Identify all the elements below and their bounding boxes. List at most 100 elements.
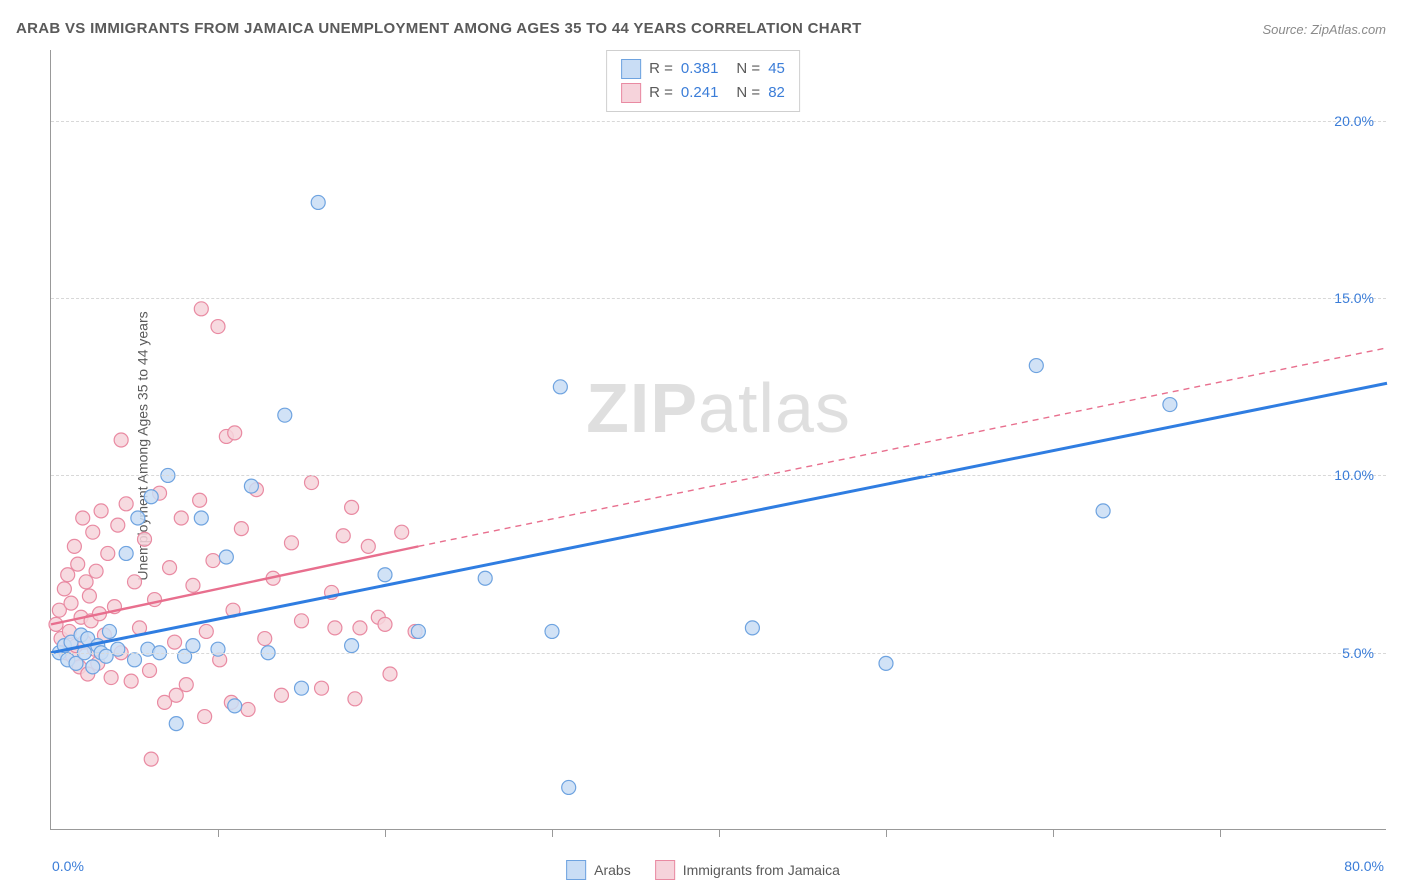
scatter-point-jamaica	[82, 589, 96, 603]
series-legend: Arabs Immigrants from Jamaica	[566, 860, 840, 880]
scatter-point-jamaica	[378, 617, 392, 631]
scatter-point-jamaica	[101, 546, 115, 560]
scatter-point-jamaica	[198, 710, 212, 724]
scatter-point-jamaica	[143, 663, 157, 677]
gridline	[51, 121, 1386, 122]
scatter-point-jamaica	[104, 671, 118, 685]
scatter-point-arabs	[102, 624, 116, 638]
scatter-point-jamaica	[144, 752, 158, 766]
scatter-point-arabs	[186, 639, 200, 653]
x-tick	[552, 829, 553, 837]
scatter-point-jamaica	[315, 681, 329, 695]
scatter-point-jamaica	[119, 497, 133, 511]
scatter-point-jamaica	[174, 511, 188, 525]
chart-title: ARAB VS IMMIGRANTS FROM JAMAICA UNEMPLOY…	[16, 20, 862, 37]
scatter-point-jamaica	[64, 596, 78, 610]
x-tick-min: 0.0%	[52, 858, 84, 874]
scatter-point-jamaica	[194, 302, 208, 316]
scatter-point-jamaica	[138, 532, 152, 546]
scatter-point-jamaica	[345, 500, 359, 514]
legend-n-value-jamaica: 82	[768, 81, 785, 105]
scatter-point-arabs	[244, 479, 258, 493]
scatter-point-jamaica	[328, 621, 342, 635]
gridline	[51, 475, 1386, 476]
scatter-point-arabs	[86, 660, 100, 674]
scatter-point-jamaica	[274, 688, 288, 702]
scatter-point-jamaica	[94, 504, 108, 518]
scatter-point-arabs	[545, 624, 559, 638]
scatter-point-jamaica	[206, 554, 220, 568]
scatter-point-jamaica	[124, 674, 138, 688]
scatter-point-arabs	[128, 653, 142, 667]
scatter-point-jamaica	[114, 433, 128, 447]
scatter-point-jamaica	[241, 702, 255, 716]
scatter-point-jamaica	[57, 582, 71, 596]
scatter-point-jamaica	[228, 426, 242, 440]
scatter-svg	[51, 50, 1386, 829]
scatter-point-jamaica	[336, 529, 350, 543]
scatter-point-jamaica	[258, 632, 272, 646]
scatter-point-arabs	[111, 642, 125, 656]
scatter-point-jamaica	[76, 511, 90, 525]
scatter-point-jamaica	[168, 635, 182, 649]
scatter-point-arabs	[1029, 359, 1043, 373]
scatter-point-arabs	[211, 642, 225, 656]
scatter-point-jamaica	[353, 621, 367, 635]
scatter-point-jamaica	[295, 614, 309, 628]
scatter-point-jamaica	[199, 624, 213, 638]
scatter-point-arabs	[219, 550, 233, 564]
legend-row-arabs: R = 0.381 N = 45	[621, 57, 785, 81]
scatter-point-jamaica	[128, 575, 142, 589]
scatter-point-jamaica	[61, 568, 75, 582]
scatter-point-jamaica	[348, 692, 362, 706]
y-tick-label: 20.0%	[1334, 113, 1374, 129]
gridline	[51, 653, 1386, 654]
scatter-point-jamaica	[111, 518, 125, 532]
trend-line-ext-jamaica	[418, 348, 1387, 547]
scatter-point-jamaica	[67, 539, 81, 553]
x-tick	[385, 829, 386, 837]
swatch-arabs	[621, 59, 641, 79]
scatter-point-arabs	[411, 624, 425, 638]
scatter-point-jamaica	[395, 525, 409, 539]
scatter-point-arabs	[144, 490, 158, 504]
scatter-point-arabs	[879, 656, 893, 670]
x-tick	[1053, 829, 1054, 837]
x-tick	[886, 829, 887, 837]
scatter-point-arabs	[295, 681, 309, 695]
gridline	[51, 298, 1386, 299]
y-tick-label: 15.0%	[1334, 290, 1374, 306]
scatter-point-jamaica	[79, 575, 93, 589]
scatter-point-jamaica	[284, 536, 298, 550]
scatter-point-arabs	[131, 511, 145, 525]
y-tick-label: 5.0%	[1342, 645, 1374, 661]
swatch-arabs-bottom	[566, 860, 586, 880]
swatch-jamaica	[621, 83, 641, 103]
scatter-point-arabs	[278, 408, 292, 422]
scatter-point-jamaica	[361, 539, 375, 553]
scatter-point-arabs	[119, 546, 133, 560]
legend-n-label-jamaica: N =	[736, 81, 760, 105]
correlation-legend: R = 0.381 N = 45 R = 0.241 N = 82	[606, 50, 800, 112]
legend-r-value-arabs: 0.381	[681, 57, 719, 81]
y-tick-label: 10.0%	[1334, 467, 1374, 483]
scatter-point-arabs	[1096, 504, 1110, 518]
legend-row-jamaica: R = 0.241 N = 82	[621, 81, 785, 105]
trend-line-arabs	[51, 383, 1387, 652]
x-tick	[218, 829, 219, 837]
legend-r-label-jamaica: R =	[649, 81, 673, 105]
scatter-point-arabs	[194, 511, 208, 525]
scatter-point-jamaica	[383, 667, 397, 681]
scatter-point-jamaica	[186, 578, 200, 592]
x-tick	[719, 829, 720, 837]
scatter-point-jamaica	[211, 320, 225, 334]
x-tick-max: 80.0%	[1344, 858, 1384, 874]
scatter-point-jamaica	[234, 522, 248, 536]
scatter-point-jamaica	[179, 678, 193, 692]
scatter-point-jamaica	[163, 561, 177, 575]
series-label-arabs: Arabs	[594, 862, 631, 878]
scatter-point-arabs	[1163, 398, 1177, 412]
plot-area: ZIPatlas 5.0%10.0%15.0%20.0%	[50, 50, 1386, 830]
scatter-point-arabs	[169, 717, 183, 731]
scatter-point-jamaica	[86, 525, 100, 539]
